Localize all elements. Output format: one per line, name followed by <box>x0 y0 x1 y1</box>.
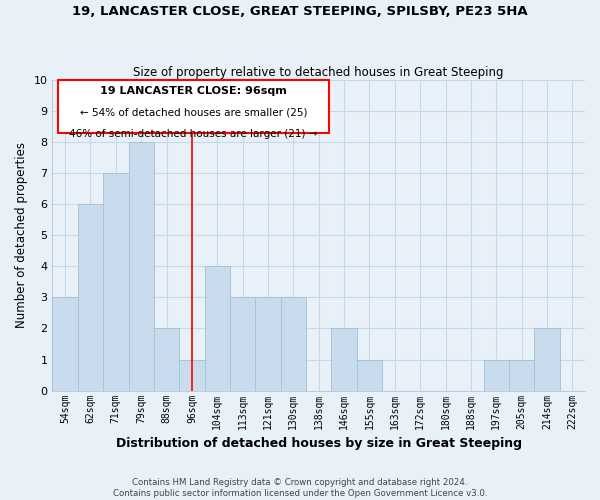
X-axis label: Distribution of detached houses by size in Great Steeping: Distribution of detached houses by size … <box>116 437 522 450</box>
Bar <box>78 204 103 390</box>
Bar <box>331 328 357 390</box>
Y-axis label: Number of detached properties: Number of detached properties <box>15 142 28 328</box>
Bar <box>509 360 534 390</box>
Title: Size of property relative to detached houses in Great Steeping: Size of property relative to detached ho… <box>133 66 504 78</box>
Text: ← 54% of detached houses are smaller (25): ← 54% of detached houses are smaller (25… <box>80 108 307 118</box>
Bar <box>357 360 382 390</box>
Bar <box>128 142 154 390</box>
Bar <box>179 360 205 390</box>
Bar <box>230 298 256 390</box>
Bar <box>205 266 230 390</box>
Bar <box>103 173 128 390</box>
Bar <box>52 298 78 390</box>
Bar <box>256 298 281 390</box>
Text: 19 LANCASTER CLOSE: 96sqm: 19 LANCASTER CLOSE: 96sqm <box>100 86 287 96</box>
Text: 46% of semi-detached houses are larger (21) →: 46% of semi-detached houses are larger (… <box>70 130 318 140</box>
Text: 19, LANCASTER CLOSE, GREAT STEEPING, SPILSBY, PE23 5HA: 19, LANCASTER CLOSE, GREAT STEEPING, SPI… <box>72 5 528 18</box>
Bar <box>484 360 509 390</box>
FancyBboxPatch shape <box>58 80 329 132</box>
Text: Contains HM Land Registry data © Crown copyright and database right 2024.
Contai: Contains HM Land Registry data © Crown c… <box>113 478 487 498</box>
Bar <box>281 298 306 390</box>
Bar <box>154 328 179 390</box>
Bar <box>534 328 560 390</box>
